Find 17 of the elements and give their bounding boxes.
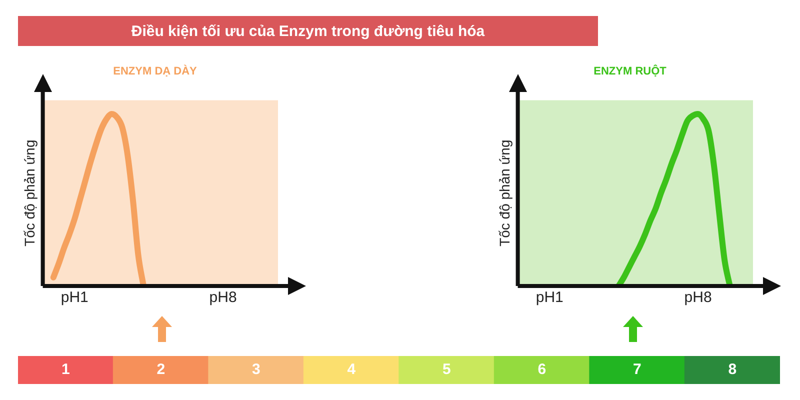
x-tick-label: pH1 <box>60 289 88 306</box>
y-axis-title: Tốc độ phản ứng <box>21 140 38 246</box>
x-tick-label: 4 <box>347 361 356 378</box>
x-tick-label: pH1 <box>536 289 564 306</box>
x-tick-label: pH8 <box>209 289 237 306</box>
x-tick-label: 1 <box>61 361 70 378</box>
x-tick-label: pH8 <box>684 289 712 306</box>
x-tick-label: 6 <box>538 361 546 378</box>
chart-title: ENZYM DẠ DÀY <box>113 64 198 78</box>
x-tick-label: 2 <box>156 361 166 378</box>
x-tick-label: 7 <box>632 361 642 378</box>
x-tick-label: 5 <box>442 361 451 378</box>
text: Điều kiện tối ưu của Enzym trong đường tiêu hóa <box>18 16 598 46</box>
x-tick-label: 3 <box>252 361 260 378</box>
y-axis-title: Tốc độ phản ứng <box>496 140 512 246</box>
x-tick-label: 8 <box>728 361 737 378</box>
chart-title: ENZYM RUỘT <box>594 64 667 78</box>
